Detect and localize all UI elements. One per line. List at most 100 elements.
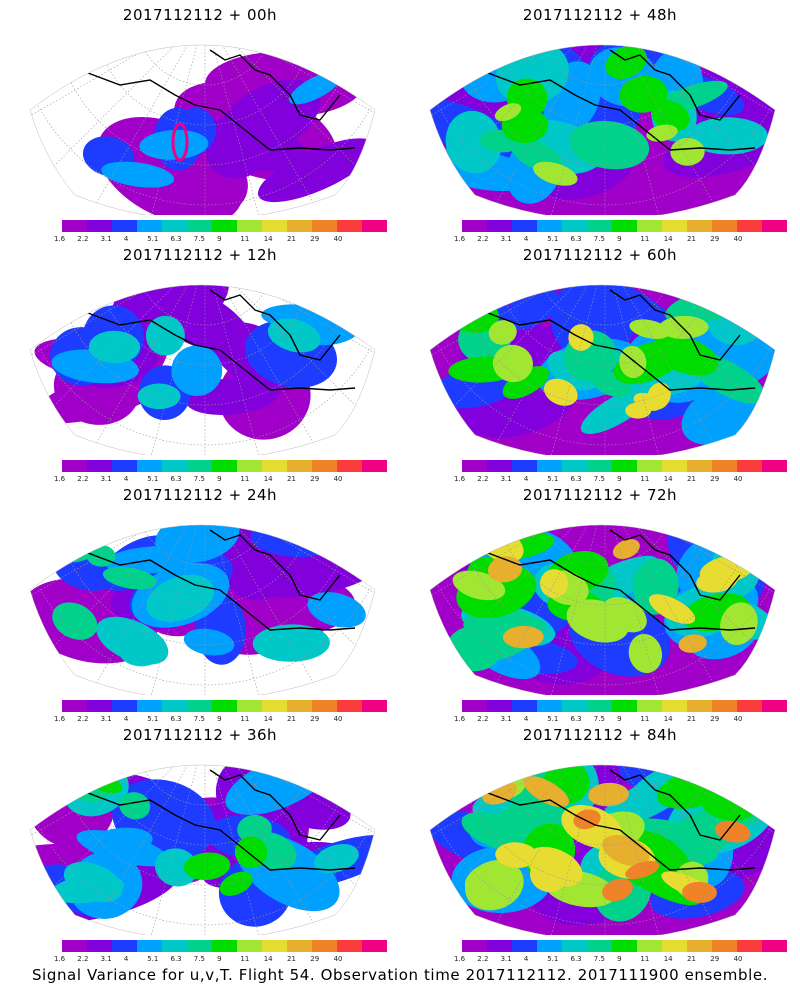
colorbar-label: 29 [310,475,320,483]
colorbar-swatch [712,460,737,472]
colorbar-label: 40 [733,235,743,243]
colorbar-swatch [337,940,362,952]
colorbar-swatch [87,700,112,712]
variance-contour [648,594,696,624]
colorbar-label: 3.1 [500,235,512,243]
colorbar-label: 14 [263,715,273,723]
colorbar-swatch [637,220,662,232]
colorbar-swatch [262,220,287,232]
map-panel: 2017112112 + 84h 1.6 2.2 3.1 4 5.1 6.3 7.5 9 11 14… [400,720,800,965]
polar-map [29,44,376,215]
colorbar-swatch [212,700,237,712]
meridian-line [622,285,775,386]
variance-contour [252,624,330,662]
variance-contour [533,161,578,186]
map-boundary [29,44,376,215]
colorbar-swatch [512,220,537,232]
colorbar-label: 40 [333,235,343,243]
meridian-line [209,765,273,935]
colorbar-label: 14 [663,715,673,723]
colorbar-label: 14 [663,955,673,963]
meridian-line [222,765,375,866]
variance-contour [502,366,549,399]
variance-contour [602,835,650,867]
colorbar-labels: 1.6 2.2 3.1 4 5.1 6.3 7.5 9 11 14 21 29 40 [54,955,364,965]
colorbar-swatch [362,220,387,232]
colorbar-swatch [237,220,262,232]
colorbar-label: 2.2 [477,715,489,723]
variance-contour [539,569,569,598]
colorbar-label: 1.6 [54,475,66,483]
map-panel: 2017112112 + 12h 1.6 2.2 3.1 4 5.1 6.3 7.5 9 11 14… [0,240,400,485]
variance-contour [314,844,359,873]
colorbar [62,700,387,712]
colorbar-label: 2.2 [477,235,489,243]
meridian-line [137,285,201,455]
colorbar-swatch [537,700,562,712]
colorbar-label: 29 [310,955,320,963]
colorbar-swatch [112,700,137,712]
colorbar-swatch [537,940,562,952]
colorbar-label: 7.5 [193,475,205,483]
colorbar-label: 21 [687,235,696,243]
colorbar-swatch [687,460,712,472]
colorbar-label: 3.1 [100,715,112,723]
colorbar-label: 4 [523,235,529,243]
colorbar-label: 9 [217,955,222,963]
variance-contour [602,878,633,902]
colorbar-swatch [662,220,687,232]
colorbar-label: 7.5 [593,475,605,483]
colorbar-label: 1.6 [54,235,66,243]
colorbar-label: 6.3 [170,955,182,963]
variance-contour [145,315,185,356]
colorbar-swatch [462,700,487,712]
colorbar-label: 6.3 [170,235,182,243]
variance-contour [530,857,568,893]
panel-title: 2017112112 + 00h [122,6,278,24]
colorbar-label: 11 [640,715,650,723]
colorbar-label: 1.6 [454,475,466,483]
colorbar-label: 5.1 [147,235,159,243]
colorbar-swatch [87,460,112,472]
colorbar-label: 21 [687,955,696,963]
colorbar [462,700,787,712]
colorbar-swatch [712,940,737,952]
colorbar-label: 9 [617,955,622,963]
variance-contour [219,871,253,896]
colorbar [462,220,787,232]
colorbar-label: 3.1 [500,715,512,723]
colorbar-swatch [287,220,312,232]
variance-contour [566,599,630,643]
variance-contour [682,881,717,903]
variance-contour [688,117,768,155]
colorbar-labels: 1.6 2.2 3.1 4 5.1 6.3 7.5 9 11 14 21 29 40 [54,235,364,245]
colorbar-swatch [762,220,787,232]
meridian-line [609,45,673,215]
colorbar-label: 40 [733,475,743,483]
meridian-line [137,45,201,215]
colorbar-swatch [337,460,362,472]
colorbar-label: 29 [710,235,720,243]
polar-map [429,44,776,215]
colorbar-label: 11 [640,955,650,963]
meridian-line [30,765,188,866]
map-boundary [429,764,776,935]
meridian-line [622,45,775,146]
colorbar-swatch [762,940,787,952]
colorbar-label: 21 [287,235,296,243]
meridian-line [622,765,775,866]
colorbar-swatch [462,220,487,232]
latitude-arc [94,525,316,606]
colorbar-label: 3.1 [500,955,512,963]
polar-map [29,524,376,695]
variance-contour [183,628,235,656]
colorbar-label: 40 [333,715,343,723]
polar-map [29,284,376,455]
colorbar-label: 21 [287,475,296,483]
colorbar-swatch [162,700,187,712]
colorbar-swatch [737,460,762,472]
colorbar-label: 3.1 [100,475,112,483]
meridian-line [609,285,673,455]
variance-contour [495,842,538,868]
colorbar-swatch [362,460,387,472]
